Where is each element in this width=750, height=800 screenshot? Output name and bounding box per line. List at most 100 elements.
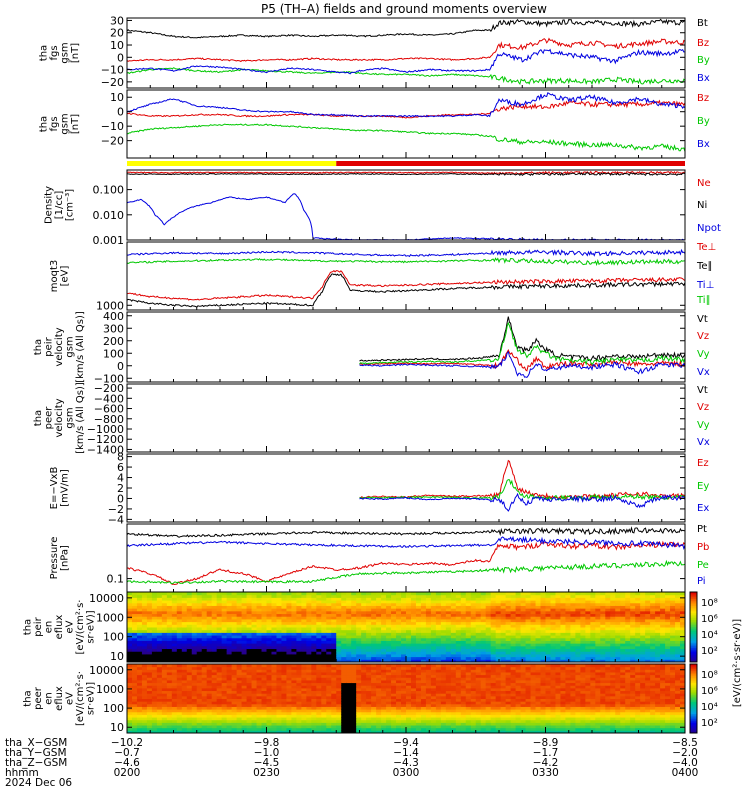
series-p5-Vt	[359, 316, 686, 362]
spectrogram-cell	[191, 592, 198, 596]
spectrogram-cell	[171, 666, 178, 670]
spectrogram-cell	[396, 597, 402, 601]
spectrogram-cell	[361, 725, 367, 729]
spectrogram-cell	[600, 635, 606, 639]
spectrogram-cell	[306, 679, 312, 684]
spectrogram-cell	[366, 629, 372, 633]
spectrogram-cell	[406, 632, 412, 636]
spectrogram-cell	[565, 602, 571, 606]
spectrogram-cell	[141, 717, 148, 721]
spectrogram-cell	[351, 722, 357, 726]
spectrogram-cell	[585, 635, 591, 639]
spectrogram-cell	[430, 627, 437, 631]
spectrogram-cell	[480, 600, 487, 604]
legend-p7-Ez: Ez	[697, 458, 709, 469]
spectrogram-cell	[480, 613, 487, 617]
spectrogram-cell	[406, 677, 412, 681]
spectrogram-cell	[420, 666, 427, 670]
spectrogram-cell	[560, 621, 566, 625]
spectrogram-cell	[151, 709, 158, 713]
spectrogram-cell	[296, 640, 302, 644]
series-p1-Bt	[126, 18, 685, 39]
spectrogram-cell	[231, 693, 238, 697]
spectrogram-cell	[605, 637, 611, 641]
spectrogram-cell	[570, 653, 576, 658]
spectrogram-cell	[321, 618, 327, 623]
spectrogram-cell	[281, 659, 287, 663]
spectrogram-cell	[221, 651, 228, 655]
spectrogram-cell	[565, 597, 571, 601]
spectrogram-cell	[406, 695, 412, 699]
spectrogram-cell	[346, 621, 352, 625]
spectrogram-cell	[201, 701, 208, 705]
spectrogram-cell	[241, 709, 248, 713]
spectrogram-cell	[176, 682, 183, 686]
spectrogram-cell	[450, 618, 457, 623]
spectrogram-cell	[191, 632, 198, 636]
spectrogram-cell	[246, 722, 253, 726]
spectrogram-cell	[346, 643, 352, 647]
spectrogram-cell	[640, 648, 646, 652]
spectrogram-cell	[291, 621, 297, 625]
spectrogram-cell	[585, 594, 591, 598]
spectrogram-cell	[430, 600, 437, 604]
spectrogram-cell	[645, 653, 651, 658]
spectrogram-cell	[396, 719, 402, 723]
spectrogram-cell	[680, 645, 686, 650]
spectrogram-cell	[286, 671, 292, 676]
spectrogram-cell	[141, 653, 148, 658]
spectrogram-cell	[211, 653, 218, 658]
spectrogram-cell	[396, 682, 402, 686]
spectrogram-cell	[401, 659, 407, 663]
spectrogram-cell	[156, 624, 163, 628]
spectrogram-cell	[141, 669, 148, 673]
spectrogram-cell	[391, 677, 397, 681]
spectrogram-cell	[485, 605, 492, 609]
spectrogram-cell	[480, 645, 487, 650]
spectrogram-cell	[396, 592, 402, 596]
spectrogram-cell	[191, 613, 198, 617]
spectrogram-cell	[470, 659, 477, 663]
spectrogram-cell	[161, 616, 168, 620]
spectrogram-cell	[425, 656, 432, 660]
spectrogram-cell	[336, 605, 342, 609]
spectrogram-cell	[660, 608, 666, 612]
spectrogram-cell	[351, 632, 357, 636]
spectrogram-cell	[620, 643, 626, 647]
spectrogram-cell	[166, 629, 173, 633]
spectrogram-cell	[341, 643, 347, 647]
spectrogram-cell	[595, 610, 601, 615]
spectrogram-cell	[420, 703, 427, 707]
spectrogram-cell	[216, 624, 223, 628]
spectrogram-cell	[326, 727, 332, 731]
spectrogram-cell	[266, 706, 272, 710]
spectrogram-cell	[445, 656, 452, 660]
spectrogram-cell	[286, 602, 292, 606]
spectrogram-cell	[590, 627, 596, 631]
spectrogram-cell	[406, 610, 412, 615]
spectrogram-cell	[256, 592, 263, 596]
spectrogram-cell	[555, 605, 561, 609]
spectrogram-cell	[465, 597, 472, 601]
spectrogram-cell	[306, 600, 312, 604]
spectrogram-cell	[610, 651, 616, 655]
spectrogram-cell	[545, 659, 551, 663]
spectrogram-cell	[386, 725, 392, 729]
spectrogram-cell	[585, 602, 591, 606]
spectrogram-cell	[435, 698, 442, 702]
spectrogram-cell	[386, 674, 392, 678]
spectrogram-cell	[127, 671, 133, 676]
spectrogram-cell	[141, 640, 148, 644]
spectrogram-cell	[176, 605, 183, 609]
spectrogram-cell	[605, 653, 611, 658]
spectrogram-cell	[311, 648, 317, 652]
spectrogram-cell	[196, 635, 203, 639]
spectrogram-cell	[361, 610, 367, 615]
spectrogram-cell	[166, 651, 173, 655]
spectrogram-cell	[236, 637, 243, 641]
spectrogram-cell	[460, 592, 467, 596]
spectrogram-cell	[680, 616, 686, 620]
spectrogram-cell	[276, 640, 282, 644]
spectrogram-cell	[391, 621, 397, 625]
spectrogram-cell	[206, 730, 213, 734]
